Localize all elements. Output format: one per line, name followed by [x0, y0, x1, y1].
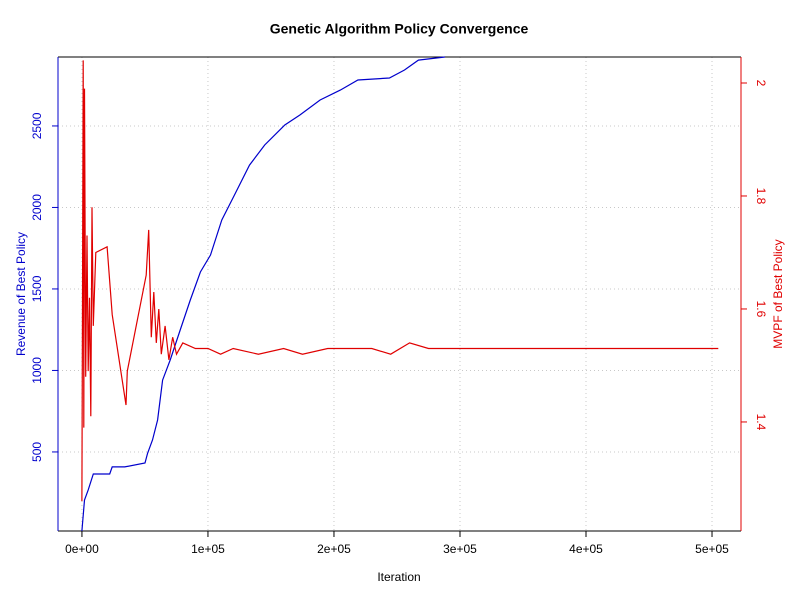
y-tick-label: 1500: [30, 275, 44, 302]
y2-tick-label: 1.8: [754, 188, 768, 205]
y-tick-label: 500: [30, 442, 44, 462]
y-tick-label: 1000: [30, 357, 44, 384]
x-tick-label: 5e+05: [695, 542, 729, 556]
y2-tick-label: 2: [754, 80, 768, 87]
series-line: [81, 56, 445, 532]
y2-tick-label: 1.6: [754, 301, 768, 318]
x-tick-label: 1e+05: [191, 542, 225, 556]
x-axis-label: Iteration: [377, 570, 420, 584]
x-tick-label: 4e+05: [569, 542, 603, 556]
x-tick-label: 2e+05: [317, 542, 351, 556]
y-tick-label: 2500: [30, 112, 44, 139]
y-axis-label: Revenue of Best Policy: [14, 232, 28, 356]
y2-tick-label: 1.4: [754, 414, 768, 431]
x-tick-label: 3e+05: [443, 542, 477, 556]
chart-title: Genetic Algorithm Policy Convergence: [270, 21, 529, 37]
y2-axis-label: MVPF of Best Policy: [771, 239, 785, 348]
y-tick-label: 2000: [30, 194, 44, 221]
x-tick-label: 0e+00: [65, 542, 99, 556]
series-line: [81, 60, 719, 502]
